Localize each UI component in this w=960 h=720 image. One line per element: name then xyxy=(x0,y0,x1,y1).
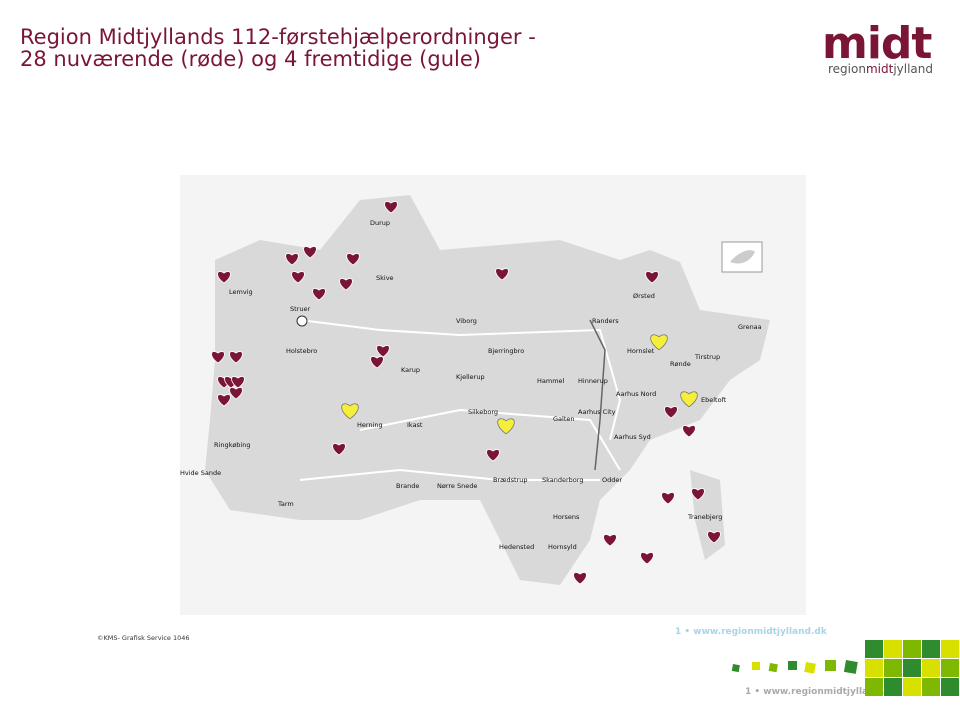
square xyxy=(731,663,740,673)
square xyxy=(804,662,816,674)
map-credit: ©KMS- Grafisk Service 1046 xyxy=(97,634,190,642)
town-label: Hedensted xyxy=(499,543,534,551)
square xyxy=(768,663,778,673)
square xyxy=(903,659,921,677)
logo-tagline: regionmidtjylland xyxy=(828,62,933,76)
square xyxy=(865,678,883,696)
inset-island xyxy=(730,250,755,264)
motorway xyxy=(589,319,606,471)
square xyxy=(843,660,858,674)
title-line: Region Midtjyllands 112-førstehjælperord… xyxy=(20,25,536,49)
town-label: Nørre Snede xyxy=(437,482,477,490)
square xyxy=(788,661,797,670)
title-line: 28 nuværende (røde) og 4 fremtidige (gul… xyxy=(20,47,481,71)
town-label: Brande xyxy=(396,482,419,490)
square xyxy=(825,660,836,671)
tagline-part: jylland xyxy=(892,62,933,76)
town-label: Tarm xyxy=(277,500,294,508)
square xyxy=(884,659,902,677)
tagline-part: region xyxy=(828,62,866,76)
square xyxy=(941,640,959,658)
square xyxy=(884,640,902,658)
town-label: Odder xyxy=(602,476,622,484)
town-label: Kjellerup xyxy=(456,373,485,381)
square xyxy=(941,659,959,677)
town-label: Brædstrup xyxy=(493,476,528,484)
town-label: Aarhus City xyxy=(578,408,616,416)
square xyxy=(922,640,940,658)
town-label: Hvide Sande xyxy=(180,469,221,477)
town-label: Struer xyxy=(290,305,310,313)
square xyxy=(922,659,940,677)
town-label: Lemvig xyxy=(229,288,253,296)
town-label: Viborg xyxy=(456,317,477,325)
map: Durup Skive Lemvig Struer Viborg Randers Ørste… xyxy=(180,175,806,615)
footer-url: 1 • www.regionmidtjylland.dk xyxy=(675,627,828,637)
town-label: Skive xyxy=(376,274,394,282)
logo-word: midt xyxy=(822,18,932,69)
tagline-part: midt xyxy=(866,62,894,76)
town-label: Rønde xyxy=(670,360,691,368)
town-label: Hinnerup xyxy=(578,377,608,385)
square xyxy=(922,678,940,696)
town-label: Hornsyld xyxy=(548,543,577,551)
decoration xyxy=(731,640,959,696)
town-label: Ørsted xyxy=(633,292,655,300)
town-label: Bjerringbro xyxy=(488,347,524,355)
square xyxy=(884,678,902,696)
town-label: Durup xyxy=(370,219,390,227)
town-label: Randers xyxy=(592,317,619,325)
town-label: Ikast xyxy=(407,421,423,429)
square xyxy=(903,640,921,658)
land xyxy=(205,195,770,585)
town-label: Ringkøbing xyxy=(214,441,251,449)
square xyxy=(903,678,921,696)
town-label: Herning xyxy=(357,421,383,429)
town-label: Tranebjerg xyxy=(687,513,722,521)
town-label: Skanderborg xyxy=(542,476,583,484)
town-label: Tirstrup xyxy=(694,353,720,361)
town-label: Grenaa xyxy=(738,323,762,331)
town-label: Horsens xyxy=(553,513,580,521)
town-label: Hornslet xyxy=(627,347,655,355)
logo: midt regionmidtjylland xyxy=(822,18,933,76)
square xyxy=(865,640,883,658)
struer-marker xyxy=(296,315,308,327)
town-label: Aarhus Syd xyxy=(614,433,651,441)
town-label: Galten xyxy=(553,415,575,423)
town-labels: Durup Skive Lemvig Struer Viborg Randers Ørste… xyxy=(180,219,762,551)
town-label: Silkeborg xyxy=(468,408,498,416)
roads xyxy=(299,319,622,481)
town-label: Aarhus Nord xyxy=(616,390,656,398)
town-label: Ebeltoft xyxy=(701,396,727,404)
footer-url: 1 • www.regionmidtjylland.dk xyxy=(745,687,898,697)
town-label: Holstebro xyxy=(286,347,317,355)
square xyxy=(865,659,883,677)
town-label: Karup xyxy=(401,366,420,374)
square xyxy=(941,678,959,696)
square xyxy=(752,662,760,670)
town-label: Hammel xyxy=(537,377,565,385)
